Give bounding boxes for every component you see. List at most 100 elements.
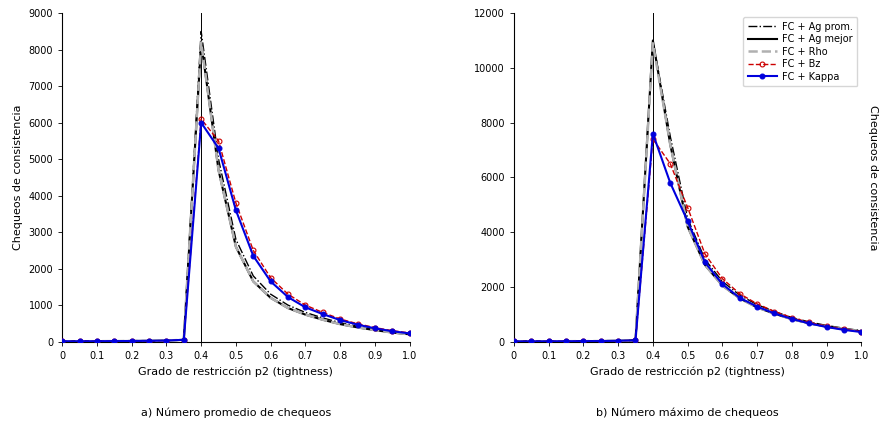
FC + Ag mejor (161, 338, 171, 343)
FC + Bz (630, 338, 641, 343)
FC + Rho (856, 329, 867, 334)
FC + Rho (266, 295, 276, 300)
FC + Rho (213, 167, 224, 173)
FC + Ag prom. (300, 310, 311, 315)
FC + Ag prom. (178, 337, 189, 343)
FC + Bz (856, 329, 867, 334)
FC + Ag mejor (144, 338, 155, 343)
FC + Rho (196, 40, 207, 45)
FC + Kappa (75, 339, 85, 344)
FC + Ag mejor (647, 38, 658, 43)
FC + Ag prom. (196, 29, 207, 34)
FC + Ag mejor (787, 317, 797, 322)
FC + Rho (838, 327, 849, 332)
FC + Rho (787, 317, 797, 322)
FC + Rho (404, 332, 415, 337)
Text: a) Número promedio de chequeos: a) Número promedio de chequeos (141, 407, 331, 418)
Line: FC + Kappa: FC + Kappa (59, 120, 412, 344)
FC + Ag mejor (700, 262, 710, 268)
FC + Bz (300, 303, 311, 308)
FC + Ag mejor (213, 167, 224, 173)
FC + Kappa (213, 145, 224, 151)
FC + Ag mejor (387, 330, 398, 335)
FC + Bz (560, 339, 571, 344)
FC + Bz (717, 276, 727, 281)
FC + Kappa (266, 279, 276, 284)
FC + Kappa (387, 328, 398, 334)
FC + Rho (526, 339, 536, 344)
FC + Ag prom. (213, 156, 224, 162)
X-axis label: Grado de restricción p2 (tightness): Grado de restricción p2 (tightness) (139, 366, 333, 377)
FC + Kappa (596, 339, 607, 344)
FC + Kappa (821, 325, 832, 330)
FC + Rho (560, 339, 571, 344)
FC + Bz (126, 339, 137, 344)
FC + Kappa (300, 305, 311, 310)
FC + Bz (196, 117, 207, 122)
FC + Ag mejor (196, 40, 207, 45)
FC + Rho (317, 317, 328, 322)
FC + Kappa (178, 337, 189, 343)
FC + Ag mejor (856, 329, 867, 334)
FC + Ag prom. (317, 315, 328, 321)
FC + Rho (335, 321, 345, 327)
FC + Ag mejor (682, 224, 693, 230)
FC + Ag prom. (734, 293, 745, 298)
FC + Rho (804, 321, 814, 326)
FC + Ag mejor (804, 321, 814, 326)
FC + Rho (509, 339, 519, 344)
X-axis label: Grado de restricción p2 (tightness): Grado de restricción p2 (tightness) (591, 366, 785, 377)
FC + Ag mejor (126, 339, 137, 344)
FC + Ag mejor (91, 339, 102, 344)
FC + Bz (178, 337, 189, 343)
FC + Kappa (161, 338, 171, 343)
FC + Bz (769, 309, 780, 314)
FC + Ag mejor (821, 324, 832, 329)
FC + Rho (700, 262, 710, 268)
FC + Kappa (838, 327, 849, 332)
FC + Ag prom. (613, 338, 623, 343)
FC + Rho (596, 339, 607, 344)
FC + Ag mejor (526, 339, 536, 344)
FC + Rho (91, 339, 102, 344)
FC + Ag mejor (266, 295, 276, 300)
FC + Ag mejor (630, 338, 641, 343)
FC + Ag mejor (734, 296, 745, 301)
FC + Rho (769, 311, 780, 316)
FC + Kappa (509, 339, 519, 344)
FC + Bz (335, 316, 345, 321)
FC + Rho (717, 283, 727, 288)
FC + Kappa (57, 339, 67, 344)
FC + Bz (282, 292, 293, 297)
FC + Kappa (126, 339, 137, 344)
Line: FC + Rho: FC + Rho (62, 42, 409, 341)
FC + Ag prom. (821, 323, 832, 328)
FC + Bz (734, 291, 745, 297)
FC + Ag prom. (665, 134, 676, 139)
Line: FC + Ag mejor: FC + Ag mejor (514, 41, 861, 341)
FC + Rho (665, 142, 676, 147)
FC + Rho (178, 337, 189, 343)
FC + Bz (665, 161, 676, 166)
FC + Bz (821, 324, 832, 329)
FC + Ag mejor (335, 321, 345, 327)
FC + Kappa (647, 131, 658, 136)
FC + Ag mejor (769, 311, 780, 316)
FC + Ag mejor (178, 337, 189, 343)
FC + Ag prom. (630, 338, 641, 343)
FC + Ag prom. (856, 328, 867, 333)
FC + Bz (787, 315, 797, 320)
Text: b) Número máximo de chequeos: b) Número máximo de chequeos (597, 407, 779, 418)
FC + Bz (647, 137, 658, 142)
FC + Ag mejor (282, 305, 293, 311)
FC + Ag prom. (543, 339, 554, 344)
FC + Ag mejor (404, 332, 415, 337)
Line: FC + Rho: FC + Rho (514, 43, 861, 341)
FC + Rho (248, 279, 258, 284)
FC + Kappa (526, 339, 536, 344)
FC + Rho (387, 330, 398, 335)
FC + Bz (578, 339, 589, 344)
FC + Ag prom. (717, 279, 727, 284)
FC + Ag prom. (75, 339, 85, 344)
FC + Ag mejor (369, 328, 380, 333)
